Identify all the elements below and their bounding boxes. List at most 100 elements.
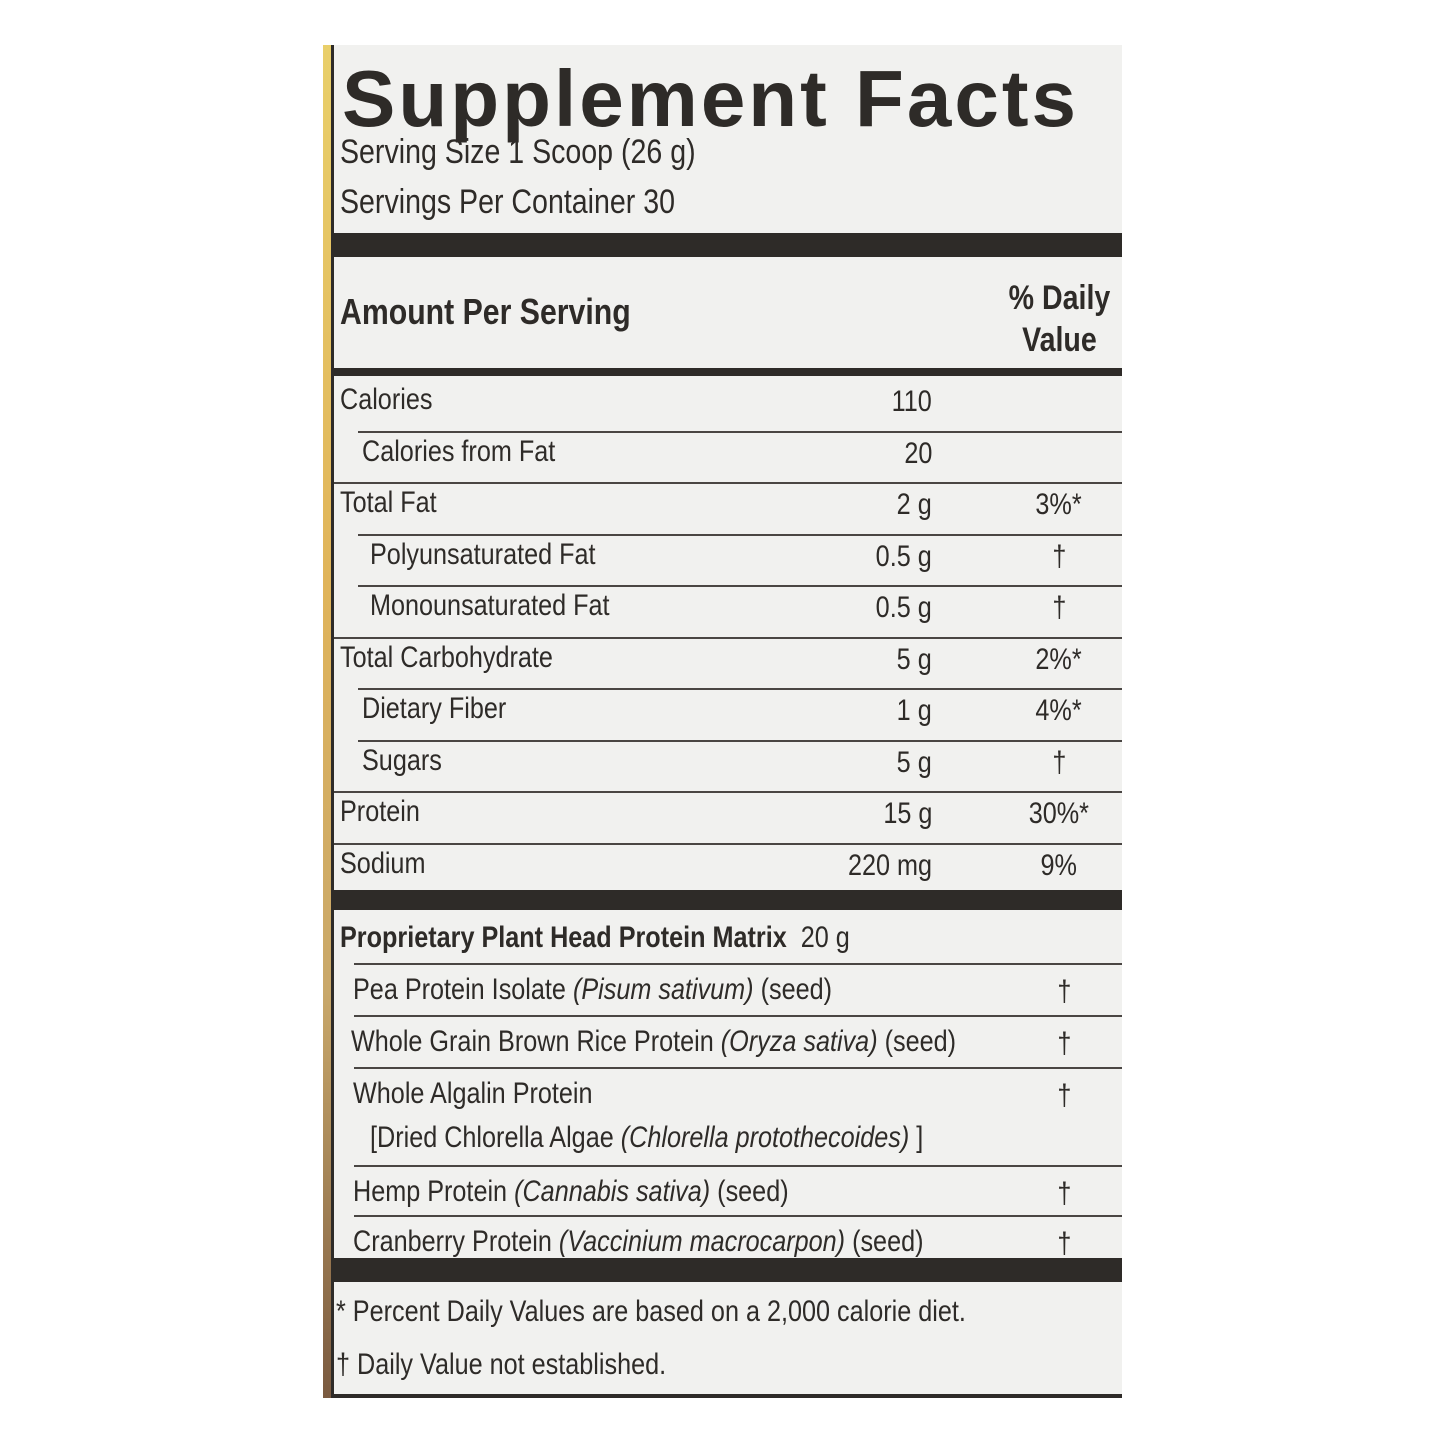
dv-text: † <box>1056 1177 1072 1210</box>
dv-text: 4%* <box>1035 694 1083 727</box>
nutrient-daily-value <box>984 385 1134 419</box>
ingredient-text: Whole Grain Brown Rice Protein <box>351 1025 714 1058</box>
nutrient-daily-value: † <box>984 746 1134 780</box>
dv-text: † <box>1056 1227 1072 1260</box>
amount-text: 5 g <box>896 745 932 779</box>
nutrient-daily-value: 4%* <box>984 694 1134 728</box>
ingredient-detail: [Dried Chlorella Algae (Chlorella protot… <box>370 1121 1029 1155</box>
plant-part: (seed) <box>884 1025 957 1058</box>
ingredient-name: Hemp Protein (Cannabis sativa) (seed) <box>353 1175 872 1209</box>
nutrient-daily-value: † <box>984 540 1134 574</box>
nutrient-daily-value: 3%* <box>984 488 1134 522</box>
amount-text: 15 g <box>882 797 932 830</box>
footnote-dagger: † Daily Value not established. <box>336 1348 729 1382</box>
daily-value-header: % Daily Value <box>974 277 1144 361</box>
footnote-text: † Daily Value not established. <box>336 1348 667 1381</box>
nutrient-amount: 15 g <box>734 797 932 831</box>
nutrient-daily-value: 9% <box>984 849 1134 883</box>
header-text: Amount Per Serving <box>340 291 631 332</box>
nutrient-amount: 220 mg <box>734 849 932 883</box>
detail-suffix: ] <box>916 1121 924 1154</box>
row-divider <box>334 636 1122 639</box>
ingredient-text: Cranberry Protein <box>353 1225 552 1258</box>
nutrient-name: Protein <box>340 795 435 829</box>
servings-text: Servings Per Container 30 <box>340 183 675 221</box>
nutrient-amount: 20 <box>734 437 932 471</box>
dv-text: † <box>1051 539 1067 573</box>
dv-text: 9% <box>1040 848 1078 882</box>
latin-name: (Vaccinium macrocarpon) <box>558 1225 846 1258</box>
latin-name: (Oryza sativa) <box>720 1025 878 1058</box>
row-divider <box>354 1215 1122 1217</box>
amount-text: 0.5 g <box>875 539 932 573</box>
nutrient-daily-value: 2%* <box>984 643 1134 677</box>
dv-text: 3%* <box>1035 488 1083 521</box>
latin-name: (Cannabis sativa) <box>514 1175 711 1208</box>
ingredient-daily-value: † <box>1024 1177 1104 1211</box>
nutrient-name: Total Carbohydrate <box>340 641 593 675</box>
nutrient-name-text: Polyunsaturated Fat <box>370 537 596 571</box>
nutrient-name-text: Dietary Fiber <box>362 692 507 725</box>
panel-title: Supplement Facts <box>342 53 1079 145</box>
detail-text: [Dried Chlorella Algae <box>370 1121 614 1154</box>
blend-amount: 20 g <box>800 921 850 954</box>
nutrient-name-text: Protein <box>340 795 420 828</box>
nutrient-amount: 5 g <box>734 643 932 677</box>
nutrient-name-text: Total Carbohydrate <box>340 640 553 674</box>
nutrient-name: Total Fat <box>340 486 455 520</box>
amount-text: 110 <box>891 385 932 418</box>
serving-size-text: Serving Size 1 Scoop (26 g) <box>340 133 696 171</box>
ingredient-name: Pea Protein Isolate (Pisum sativum) (see… <box>353 973 923 1007</box>
amount-text: 5 g <box>896 642 932 676</box>
amount-text: 1 g <box>896 694 932 727</box>
footnote-text: * Percent Daily Values are based on a 2,… <box>336 1295 966 1328</box>
nutrient-name: Polyunsaturated Fat <box>370 538 639 572</box>
amount-text: 2 g <box>896 488 932 521</box>
dv-text: 30%* <box>1028 797 1090 830</box>
medium-divider <box>334 368 1122 376</box>
nutrient-name-text: Total Fat <box>340 486 437 519</box>
thick-divider <box>334 1258 1122 1282</box>
nutrient-name: Calories <box>340 383 450 417</box>
nutrient-name-text: Sugars <box>362 743 442 777</box>
ingredient-text: Pea Protein Isolate <box>353 973 566 1006</box>
ingredient-daily-value: † <box>1024 975 1104 1009</box>
row-divider <box>354 1015 1122 1017</box>
nutrient-name: Calories from Fat <box>362 435 592 469</box>
nutrient-daily-value: † <box>984 591 1134 625</box>
row-divider <box>334 482 1122 484</box>
ingredient-name: Whole Grain Brown Rice Protein (Oryza sa… <box>351 1025 1071 1059</box>
row-divider <box>334 791 1122 793</box>
nutrient-amount: 0.5 g <box>734 540 932 574</box>
dv-text: 2%* <box>1035 642 1083 676</box>
serving-size: Serving Size 1 Scoop (26 g) <box>340 133 763 172</box>
row-divider <box>358 533 1122 536</box>
supplement-facts-panel: Supplement Facts Serving Size 1 Scoop (2… <box>331 45 1122 1398</box>
row-divider <box>358 430 1122 433</box>
blend-name: Proprietary Plant Head Protein Matrix <box>340 921 787 954</box>
latin-name: (Chlorella protothecoides) <box>620 1121 910 1154</box>
dv-header-line1: % Daily <box>1008 279 1110 317</box>
footnote-percent: * Percent Daily Values are based on a 2,… <box>336 1295 1086 1329</box>
latin-name: (Pisum sativum) <box>572 973 754 1006</box>
nutrient-amount: 110 <box>734 385 932 419</box>
nutrient-amount: 5 g <box>734 746 932 780</box>
nutrient-daily-value: 30%* <box>984 797 1134 831</box>
plant-part: (seed) <box>852 1225 924 1258</box>
nutrient-amount: 2 g <box>734 488 932 522</box>
dv-text: † <box>1051 745 1067 779</box>
thick-divider <box>334 890 1122 910</box>
dv-text: † <box>1056 975 1072 1008</box>
row-divider <box>354 1165 1122 1167</box>
amount-text: 20 <box>903 436 932 470</box>
nutrient-amount: 0.5 g <box>734 591 932 625</box>
nutrient-name: Sugars <box>362 744 457 778</box>
row-divider <box>354 963 1122 965</box>
plant-part: (seed) <box>717 1175 789 1208</box>
nutrient-name-text: Calories <box>340 383 433 416</box>
plant-part: (seed) <box>760 973 833 1006</box>
proprietary-blend: Proprietary Plant Head Protein Matrix 20… <box>340 921 947 955</box>
dv-text: † <box>1051 591 1067 624</box>
nutrient-name: Monounsaturated Fat <box>370 589 655 623</box>
